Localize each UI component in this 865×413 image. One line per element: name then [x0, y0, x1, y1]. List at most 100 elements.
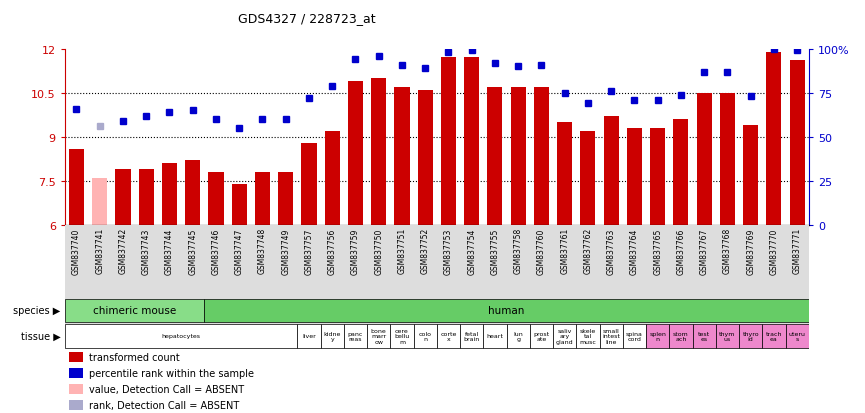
Bar — [394, 88, 409, 225]
Bar — [371, 79, 387, 225]
Bar — [413, 324, 437, 349]
Text: human: human — [489, 306, 525, 316]
Bar — [762, 324, 785, 349]
Bar — [68, 384, 83, 394]
Bar — [65, 324, 298, 349]
Bar — [301, 143, 317, 225]
Bar — [790, 61, 804, 225]
Text: GSM837747: GSM837747 — [234, 228, 244, 274]
Bar — [204, 299, 809, 322]
Bar — [321, 324, 344, 349]
Bar — [673, 120, 689, 225]
Bar — [510, 88, 526, 225]
Bar — [650, 129, 665, 225]
Text: transformed count: transformed count — [89, 352, 180, 362]
Bar — [465, 58, 479, 225]
Text: small
intest
line: small intest line — [602, 328, 620, 344]
Text: kidne
y: kidne y — [324, 331, 341, 342]
Bar — [627, 129, 642, 225]
Text: GSM837762: GSM837762 — [583, 228, 593, 274]
Text: GSM837761: GSM837761 — [561, 228, 569, 274]
Bar — [720, 94, 735, 225]
Bar — [185, 161, 201, 225]
Text: GSM837741: GSM837741 — [95, 228, 105, 274]
Text: GSM837745: GSM837745 — [189, 228, 197, 274]
Text: GSM837768: GSM837768 — [723, 228, 732, 274]
Bar — [484, 324, 507, 349]
Bar — [418, 90, 432, 225]
Text: cere
bellu
m: cere bellu m — [394, 328, 410, 344]
Text: GSM837760: GSM837760 — [537, 228, 546, 274]
Text: corte
x: corte x — [440, 331, 457, 342]
Text: GSM837746: GSM837746 — [211, 228, 221, 274]
Bar — [507, 324, 530, 349]
Text: GSM837743: GSM837743 — [142, 228, 151, 274]
Bar — [115, 170, 131, 225]
Bar — [785, 324, 809, 349]
Bar — [766, 52, 781, 225]
Bar — [390, 324, 413, 349]
Bar — [162, 164, 177, 225]
Text: panc
reas: panc reas — [348, 331, 363, 342]
Bar — [138, 170, 154, 225]
Bar — [441, 58, 456, 225]
Bar — [348, 82, 363, 225]
Text: GSM837756: GSM837756 — [328, 228, 336, 274]
Bar — [437, 324, 460, 349]
Text: GSM837759: GSM837759 — [351, 228, 360, 274]
Text: thyro
id: thyro id — [742, 331, 759, 342]
Text: stom
ach: stom ach — [673, 331, 689, 342]
Bar — [255, 173, 270, 225]
Text: spina
cord: spina cord — [626, 331, 643, 342]
Bar — [693, 324, 716, 349]
Text: GSM837740: GSM837740 — [72, 228, 81, 274]
Text: thym
us: thym us — [719, 331, 735, 342]
Text: hepatocytes: hepatocytes — [162, 334, 201, 339]
Bar — [576, 324, 599, 349]
Text: bone
marr
ow: bone marr ow — [371, 328, 387, 344]
Text: value, Detection Call = ABSENT: value, Detection Call = ABSENT — [89, 384, 244, 394]
Text: lun
g: lun g — [513, 331, 523, 342]
Text: chimeric mouse: chimeric mouse — [93, 306, 176, 316]
Bar — [529, 324, 553, 349]
Text: GSM837767: GSM837767 — [700, 228, 708, 274]
Bar — [344, 324, 367, 349]
Text: GSM837765: GSM837765 — [653, 228, 663, 274]
Bar — [460, 324, 484, 349]
Text: prost
ate: prost ate — [534, 331, 549, 342]
Bar — [279, 173, 293, 225]
Text: GSM837757: GSM837757 — [304, 228, 313, 274]
Bar — [68, 368, 83, 378]
Text: GSM837763: GSM837763 — [606, 228, 616, 274]
Text: liver: liver — [302, 334, 316, 339]
Bar — [324, 132, 340, 225]
Text: saliv
ary
gland: saliv ary gland — [556, 328, 573, 344]
Bar — [580, 132, 595, 225]
Text: GSM837770: GSM837770 — [769, 228, 778, 274]
Text: colo
n: colo n — [419, 331, 432, 342]
Bar — [487, 88, 503, 225]
Text: heart: heart — [486, 334, 503, 339]
Bar — [367, 324, 390, 349]
Bar — [604, 117, 618, 225]
Text: skele
tal
musc: skele tal musc — [580, 328, 596, 344]
Text: percentile rank within the sample: percentile rank within the sample — [89, 368, 254, 378]
Text: GSM837748: GSM837748 — [258, 228, 267, 274]
Text: species ▶: species ▶ — [13, 306, 61, 316]
Bar — [68, 400, 83, 410]
Text: GSM837754: GSM837754 — [467, 228, 477, 274]
Text: GSM837769: GSM837769 — [746, 228, 755, 274]
Text: GSM837744: GSM837744 — [165, 228, 174, 274]
Text: GSM837749: GSM837749 — [281, 228, 291, 274]
Bar — [743, 126, 759, 225]
Bar — [553, 324, 576, 349]
Text: trach
ea: trach ea — [766, 331, 782, 342]
Text: GSM837755: GSM837755 — [490, 228, 499, 274]
Text: test
es: test es — [698, 331, 710, 342]
Text: GSM837764: GSM837764 — [630, 228, 639, 274]
Bar — [646, 324, 670, 349]
Text: GSM837753: GSM837753 — [444, 228, 453, 274]
Text: splen
n: splen n — [650, 331, 666, 342]
Text: GSM837750: GSM837750 — [375, 228, 383, 274]
Bar — [623, 324, 646, 349]
